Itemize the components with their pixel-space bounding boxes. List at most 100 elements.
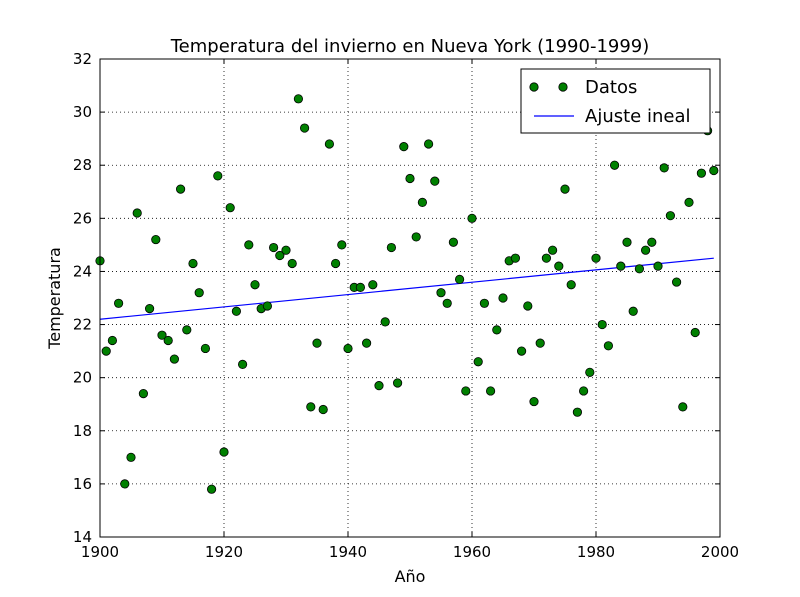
- data-point: [529, 396, 539, 407]
- data-point: [461, 386, 471, 396]
- x-tick-label: 1920: [205, 543, 243, 561]
- data-point: [653, 261, 663, 271]
- data-point: [399, 142, 409, 152]
- data-point: [492, 325, 502, 335]
- data-point: [380, 317, 390, 327]
- data-point: [498, 293, 508, 303]
- data-point: [101, 346, 111, 356]
- data-point: [355, 282, 365, 292]
- data-point: [132, 208, 142, 218]
- legend-swatch-point: [558, 82, 568, 92]
- fit-line-layer: [99, 257, 714, 320]
- legend-box: [520, 68, 711, 134]
- data-point: [473, 357, 483, 367]
- data-point: [188, 258, 198, 269]
- data-point: [417, 197, 427, 207]
- data-point: [361, 338, 372, 348]
- data-point: [467, 213, 477, 223]
- data-point: [182, 325, 192, 335]
- data-point: [250, 280, 260, 290]
- data-point: [665, 211, 676, 221]
- data-point: [200, 343, 210, 354]
- data-point: [423, 139, 434, 149]
- data-point: [107, 335, 118, 346]
- data-point: [578, 386, 589, 396]
- data-point: [324, 139, 334, 149]
- data-point: [207, 484, 217, 494]
- data-point: [659, 163, 669, 173]
- y-tick-label: 24: [73, 262, 92, 280]
- data-point: [411, 232, 421, 242]
- data-points-layer: [95, 94, 719, 494]
- data-point: [430, 176, 440, 186]
- fit-line: [99, 257, 714, 320]
- x-tick-label: 2000: [701, 543, 739, 561]
- data-point: [306, 402, 316, 412]
- data-point: [318, 404, 328, 415]
- data-point: [405, 173, 415, 184]
- data-point: [120, 479, 130, 489]
- data-point: [479, 298, 489, 308]
- data-point: [293, 94, 303, 104]
- data-point: [275, 250, 285, 261]
- data-point: [554, 261, 564, 271]
- data-point: [516, 346, 527, 356]
- data-point: [560, 184, 570, 194]
- x-tick-label: 1940: [329, 543, 367, 561]
- data-point: [392, 378, 403, 388]
- data-point: [628, 306, 638, 316]
- x-axis-label: Año: [395, 567, 426, 586]
- y-axis-label: Temperatura: [45, 247, 64, 350]
- data-point: [510, 253, 521, 263]
- data-point: [169, 354, 179, 364]
- data-point: [238, 359, 248, 369]
- y-tick-label: 26: [73, 209, 92, 227]
- legend: Datos Ajuste ineal: [520, 68, 711, 134]
- data-point: [225, 203, 235, 213]
- data-point: [634, 264, 645, 274]
- data-point: [535, 338, 545, 348]
- data-point: [163, 335, 173, 346]
- legend-swatch-point: [529, 82, 539, 92]
- data-point: [671, 277, 682, 287]
- data-point: [523, 301, 533, 311]
- x-tick-label: 1960: [453, 543, 491, 561]
- y-tick-label: 18: [73, 422, 92, 440]
- data-point: [597, 319, 607, 330]
- x-tick-label: 1900: [81, 543, 119, 561]
- data-point: [485, 386, 496, 396]
- data-point: [368, 280, 378, 290]
- data-point: [194, 288, 204, 298]
- data-point: [386, 242, 396, 253]
- data-point: [442, 298, 452, 308]
- data-point: [647, 237, 657, 247]
- data-point: [448, 237, 458, 247]
- data-point: [684, 197, 694, 207]
- data-point: [678, 402, 688, 412]
- y-tick-label: 20: [73, 369, 92, 387]
- data-point: [709, 165, 719, 176]
- data-point: [566, 280, 576, 290]
- data-point: [145, 304, 155, 314]
- data-point: [547, 245, 558, 255]
- data-point: [231, 306, 241, 316]
- chart-title: Temperatura del invierno en Nueva York (…: [170, 36, 650, 57]
- data-point: [281, 245, 291, 255]
- data-point: [436, 288, 446, 298]
- data-point: [640, 245, 651, 255]
- data-point: [609, 160, 620, 170]
- data-point: [126, 452, 136, 462]
- data-point: [262, 301, 272, 311]
- data-point: [138, 388, 148, 399]
- legend-label: Ajuste ineal: [585, 106, 690, 127]
- data-point: [299, 123, 310, 133]
- data-point: [622, 237, 632, 247]
- data-point: [176, 184, 186, 194]
- data-point: [114, 298, 124, 308]
- legend-label: Datos: [585, 77, 637, 98]
- data-point: [591, 253, 601, 263]
- data-point: [343, 343, 353, 354]
- data-point: [312, 338, 322, 348]
- data-point: [454, 274, 465, 285]
- data-point: [603, 341, 614, 351]
